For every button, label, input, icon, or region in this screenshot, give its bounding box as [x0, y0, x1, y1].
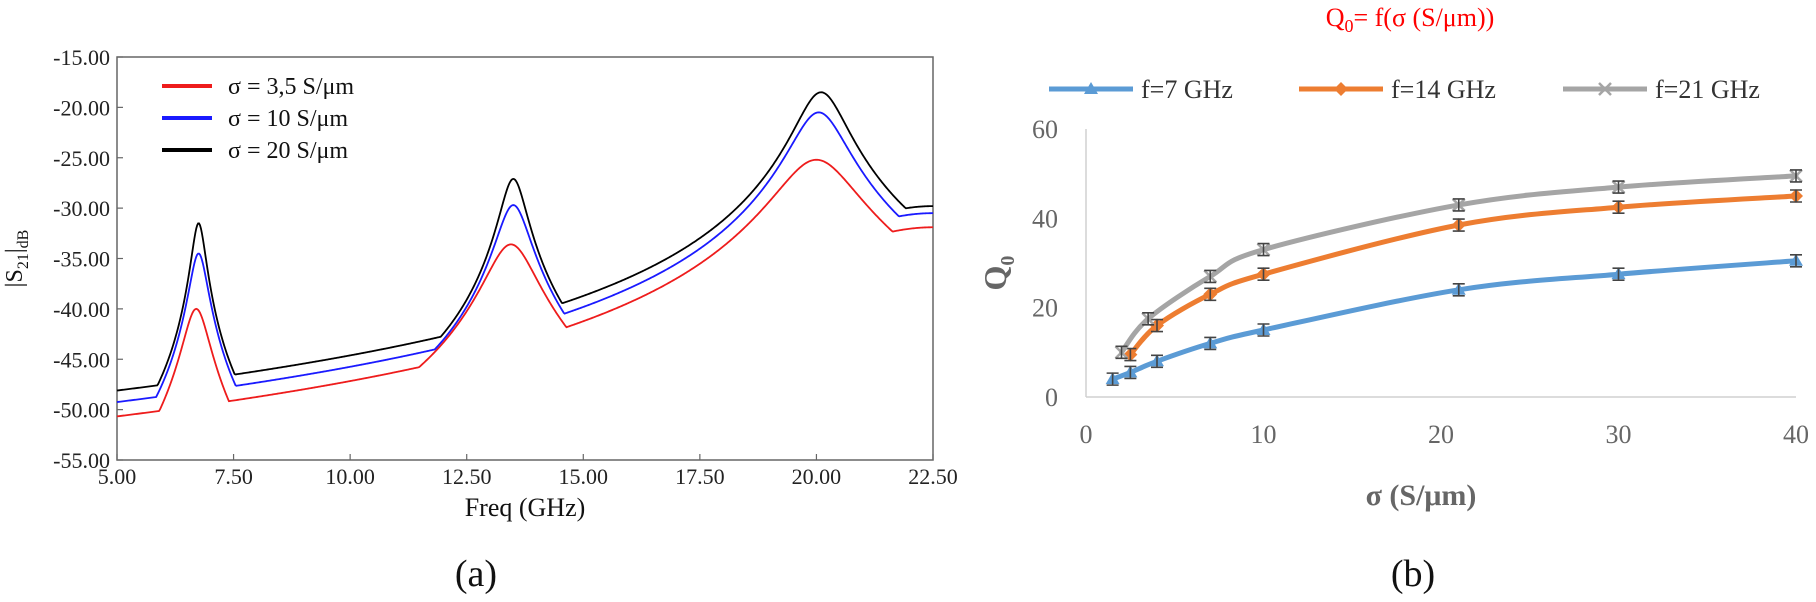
y-tick-label: -55.00 [53, 448, 110, 473]
error-bar [1257, 267, 1270, 281]
panel-label: (a) [455, 553, 497, 595]
error-bar [1106, 372, 1119, 386]
y-tick-label: -50.00 [53, 398, 110, 423]
x-tick-label: 17.50 [675, 464, 725, 489]
error-bar [1151, 354, 1163, 369]
x-axis-label: Freq (GHz) [465, 493, 586, 522]
y-axis-label-subscript: 21 [15, 253, 32, 269]
error-bar [1124, 365, 1137, 380]
x-tick-label: 5.00 [98, 464, 137, 489]
error-bar [1612, 267, 1625, 281]
x-tick-label: 30 [1606, 420, 1632, 449]
y-tick-label: -40.00 [53, 297, 110, 322]
y-axis-label-subscript: dB [15, 230, 32, 249]
data-point [1084, 82, 1098, 94]
error-bar [1204, 269, 1217, 284]
data-point [1598, 82, 1612, 96]
legend-label: f=14 GHz [1391, 75, 1496, 104]
y-tick-label: 0 [1045, 383, 1058, 412]
x-tick-label: 20.00 [792, 464, 842, 489]
y-tick-label: -45.00 [53, 347, 110, 372]
x-tick-label: 20 [1428, 420, 1454, 449]
y-tick-label: -35.00 [53, 247, 110, 272]
error-bar [1204, 287, 1217, 302]
chart-title-part: Q [1326, 3, 1345, 32]
x-tick-label: 15.00 [559, 464, 609, 489]
y-tick-label: -20.00 [53, 95, 110, 120]
x-tick-label: 12.50 [442, 464, 492, 489]
error-bar [1612, 180, 1625, 194]
legend-label: f=7 GHz [1141, 75, 1233, 104]
y-tick-label: -30.00 [53, 196, 110, 221]
error-bar [1115, 345, 1128, 360]
error-bar [1257, 242, 1270, 257]
chart-title: Q0= f(σ (S/μm)) [1326, 3, 1495, 36]
series-line [116, 111, 933, 403]
error-bar [1452, 218, 1465, 232]
y-axis-label: |S21|dB [2, 230, 32, 288]
y-tick-label: -15.00 [53, 45, 110, 70]
error-bar [1452, 283, 1465, 297]
error-bar [1790, 189, 1802, 203]
error-bar [1452, 198, 1465, 212]
x-tick-label: 40 [1783, 420, 1809, 449]
x-tick-label: 22.50 [908, 464, 958, 489]
error-bar [1257, 323, 1270, 337]
legend-label: f=21 GHz [1655, 75, 1760, 104]
legend-label: σ = 3,5 S/μm [228, 74, 354, 100]
chart-a: -15.00 -20.00 -25.00 -30.00 -35.00 -40.00 -45.… [2, 45, 958, 595]
y-axis-label-part: Q [977, 266, 1013, 291]
y-axis-label: Q0 [977, 256, 1019, 291]
x-tick-label: 10 [1251, 420, 1277, 449]
series-line [116, 158, 933, 418]
y-axis-label-subscript: 0 [997, 256, 1019, 266]
x-tick-label: 10.00 [325, 464, 375, 489]
error-bar [1151, 318, 1163, 333]
error-bar [1790, 253, 1802, 268]
x-tick-label: 0 [1080, 420, 1093, 449]
x-tick-label: 7.50 [214, 464, 253, 489]
error-bar [1790, 169, 1802, 183]
error-bar [1142, 312, 1155, 326]
y-tick-label: -25.00 [53, 146, 110, 171]
y-tick-label: 40 [1032, 204, 1058, 233]
chart-title-part: = f(σ (S/μm)) [1353, 3, 1494, 32]
legend-label: σ = 10 S/μm [228, 106, 348, 132]
error-bar [1612, 200, 1625, 214]
y-tick-label: 20 [1032, 294, 1058, 323]
chart-title-subscript: 0 [1344, 16, 1353, 36]
y-axis-label-part: |S [2, 269, 28, 287]
series-line [1119, 173, 1799, 355]
panel-label: (b) [1391, 553, 1435, 595]
y-axis-label-part: | [2, 248, 28, 253]
x-axis-label: σ (S/μm) [1366, 479, 1477, 512]
series-line [1110, 258, 1799, 382]
legend-label: σ = 20 S/μm [228, 138, 348, 164]
error-bar [1204, 336, 1217, 351]
series-line [116, 91, 933, 392]
y-tick-label: 60 [1032, 115, 1058, 144]
data-point [1334, 82, 1348, 96]
series-line [1127, 193, 1799, 358]
